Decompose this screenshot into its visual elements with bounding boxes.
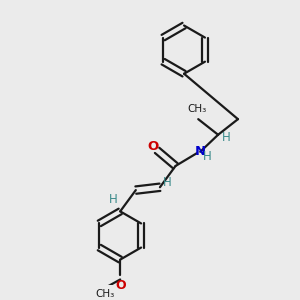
Text: CH₃: CH₃ <box>187 104 206 114</box>
Text: O: O <box>147 140 158 153</box>
Text: CH₃: CH₃ <box>95 290 114 299</box>
Text: O: O <box>115 280 125 292</box>
Text: H: H <box>203 150 212 163</box>
Text: N: N <box>195 145 206 158</box>
Text: H: H <box>109 193 118 206</box>
Text: H: H <box>163 176 171 190</box>
Text: H: H <box>221 130 230 143</box>
